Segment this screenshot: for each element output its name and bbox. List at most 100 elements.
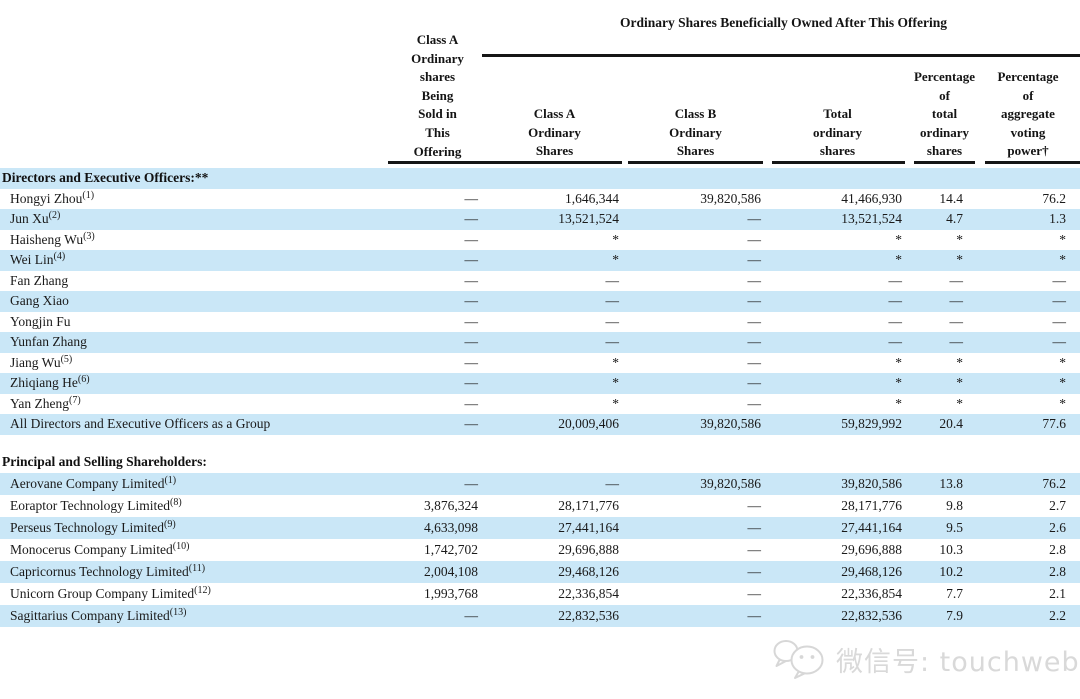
- value-cell: —: [747, 395, 762, 411]
- value-cell: *: [895, 375, 902, 391]
- value-cell: —: [747, 497, 762, 513]
- value-cell: —: [605, 293, 620, 309]
- value-cell: 13,521,524: [558, 211, 619, 227]
- value-cell: —: [888, 293, 903, 309]
- value-cell: —: [747, 211, 762, 227]
- column-header-line: power†: [1007, 143, 1049, 159]
- column-header-line: total: [931, 106, 958, 122]
- header-rule: [482, 54, 1080, 57]
- value-cell: 13.8: [939, 475, 963, 491]
- value-cell: —: [949, 293, 964, 309]
- value-cell: 27,441,164: [558, 519, 619, 535]
- value-cell: —: [464, 190, 479, 206]
- table-row: Capricornus Technology Limited(11) 2,004,…: [0, 560, 1080, 583]
- header-underline: [772, 161, 905, 164]
- value-cell: 2.8: [1049, 563, 1066, 579]
- column-header-class-b: Class B Ordinary Shares: [628, 105, 763, 161]
- column-header-line: of: [939, 87, 950, 103]
- footnote-marker: (8): [170, 496, 182, 508]
- value-cell: —: [747, 272, 762, 288]
- value-cell: 28,171,776: [841, 497, 902, 513]
- span-header: Ordinary Shares Beneficially Owned After…: [620, 15, 947, 30]
- value-cell: *: [956, 375, 963, 391]
- shareholder-name: Wei Lin: [10, 252, 54, 268]
- shareholder-name: Capricornus Technology Limited: [10, 563, 189, 579]
- table-row: All Directors and Executive Officers as …: [0, 414, 1080, 435]
- value-cell: 20.4: [939, 416, 963, 432]
- column-header-line: Offering: [413, 143, 462, 159]
- shareholder-name: Monocerus Company Limited: [10, 541, 173, 557]
- header-underline: [985, 161, 1080, 164]
- shareholder-name: Zhiqiang He: [10, 375, 78, 391]
- section-spacer: [0, 435, 1080, 451]
- shareholder-name-cell: Yan Zheng(7): [0, 394, 390, 412]
- shareholder-name-cell: Zhiqiang He(6): [0, 375, 390, 391]
- value-cell: 13,521,524: [841, 211, 902, 227]
- value-cell: —: [747, 252, 762, 268]
- header-underline: [388, 161, 487, 164]
- value-cell: —: [949, 334, 964, 350]
- shareholder-name: Jiang Wu: [10, 354, 61, 370]
- value-cell: *: [1059, 354, 1066, 370]
- value-cell: —: [888, 334, 903, 350]
- value-cell: —: [605, 272, 620, 288]
- shareholder-name: Haisheng Wu: [10, 231, 84, 247]
- value-cell: 22,832,536: [841, 607, 902, 623]
- value-cell: —: [464, 354, 479, 370]
- column-header-line: of: [1022, 87, 1034, 103]
- table-row: Unicorn Group Company Limited(12) 1,993,7…: [0, 583, 1080, 605]
- value-cell: 41,466,930: [841, 190, 902, 206]
- value-cell: 22,832,536: [558, 607, 619, 623]
- shareholder-name: Yan Zheng: [10, 395, 70, 411]
- value-cell: —: [464, 313, 479, 329]
- value-cell: 29,468,126: [841, 563, 902, 579]
- value-cell: *: [895, 354, 902, 370]
- value-cell: 10.2: [939, 563, 963, 579]
- value-cell: —: [1052, 272, 1067, 288]
- column-header-class-a: Class A Ordinary Shares: [487, 105, 622, 161]
- footnote-marker: (5): [60, 353, 73, 365]
- value-cell: —: [464, 211, 479, 227]
- value-cell: 29,696,888: [841, 541, 902, 557]
- column-header-line: shares: [819, 143, 856, 159]
- value-cell: 1,742,702: [424, 541, 478, 557]
- table-section: Directors and Executive Officers:** Hongy…: [0, 168, 1080, 435]
- section-header-row: Directors and Executive Officers:**: [0, 168, 1080, 189]
- footnote-marker: (11): [188, 562, 206, 574]
- value-cell: —: [1052, 293, 1067, 309]
- value-cell: 4.7: [946, 211, 963, 227]
- shareholder-name: Gang Xiao: [10, 293, 69, 309]
- value-cell: —: [747, 354, 762, 370]
- table-row: Gang Xiao — — — — — —: [0, 291, 1080, 312]
- watermark: 微信号: touchweb: [772, 630, 1080, 688]
- header-underline: [914, 161, 975, 164]
- value-cell: 28,171,776: [558, 497, 619, 513]
- value-cell: *: [1059, 252, 1066, 268]
- column-header-line: Total: [823, 106, 852, 121]
- value-cell: 20,009,406: [558, 416, 619, 432]
- column-header-line: Percentage: [913, 69, 976, 84]
- value-cell: —: [464, 334, 479, 350]
- column-header-pct-voting: Percentage of aggregate voting power†: [976, 68, 1080, 161]
- footnote-marker: (6): [77, 374, 90, 386]
- value-cell: *: [612, 395, 619, 411]
- table-row: Haisheng Wu(3) — * — * * *: [0, 230, 1080, 251]
- shareholder-name: Yongjin Fu: [10, 313, 71, 329]
- footnote-marker: (12): [194, 584, 211, 596]
- value-cell: 1,646,344: [565, 190, 619, 206]
- footnote-marker: (7): [69, 394, 81, 406]
- value-cell: 29,468,126: [558, 563, 619, 579]
- value-cell: 2.8: [1049, 541, 1066, 557]
- shareholder-name-cell: Gang Xiao: [0, 293, 390, 309]
- shareholder-name-cell: All Directors and Executive Officers as …: [0, 416, 390, 432]
- value-cell: —: [464, 607, 479, 623]
- value-cell: 2,004,108: [424, 563, 478, 579]
- value-cell: 29,696,888: [558, 541, 619, 557]
- watermark-text: 微信号: touchweb: [836, 646, 1080, 678]
- footnote-marker: (2): [48, 210, 61, 222]
- value-cell: 2.2: [1049, 607, 1066, 623]
- shareholder-name: Sagittarius Company Limited: [10, 607, 170, 623]
- column-header-total: Total ordinary shares: [770, 105, 905, 161]
- value-cell: 77.6: [1042, 416, 1066, 432]
- table-row: Yan Zheng(7) — * — * * *: [0, 394, 1080, 415]
